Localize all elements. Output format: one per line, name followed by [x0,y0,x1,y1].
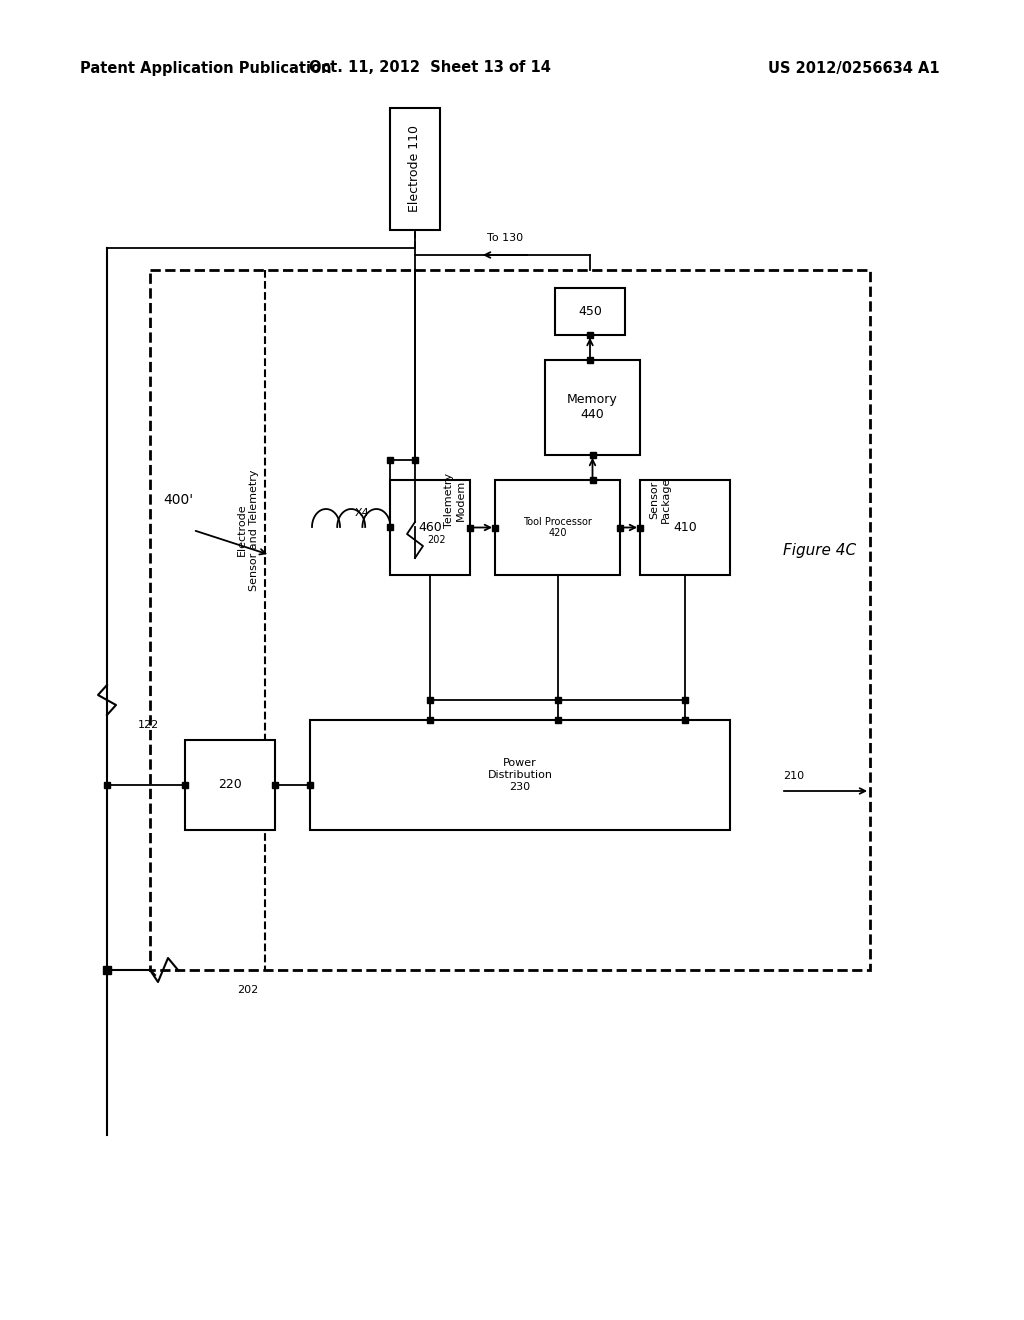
Text: To 130: To 130 [487,234,523,243]
Text: Sensor
Package: Sensor Package [649,477,671,523]
Text: 450: 450 [579,305,602,318]
Bar [150,271,870,970]
Text: Electrode
Sensor and Telemetry: Electrode Sensor and Telemetry [238,469,259,591]
Text: Tool Processor
420: Tool Processor 420 [523,516,592,539]
Text: Patent Application Publication: Patent Application Publication [80,61,332,75]
Text: 210: 210 [783,771,804,781]
Bar [495,480,620,576]
Bar [555,288,625,335]
Text: 202: 202 [427,535,445,545]
Text: 220: 220 [218,779,242,792]
Text: US 2012/0256634 A1: US 2012/0256634 A1 [768,61,940,75]
Text: 410: 410 [673,521,697,535]
Text: 400': 400' [163,492,194,507]
Text: X4: X4 [354,508,370,517]
Text: Figure 4C: Figure 4C [783,543,856,557]
Bar [310,719,730,830]
Text: Memory
440: Memory 440 [567,393,617,421]
Text: Telemetry
Modem: Telemetry Modem [444,473,466,528]
Text: 202: 202 [238,985,259,995]
Text: Oct. 11, 2012  Sheet 13 of 14: Oct. 11, 2012 Sheet 13 of 14 [309,61,551,75]
Text: 460: 460 [418,521,442,535]
Text: Electrode 110: Electrode 110 [409,125,422,213]
Bar [545,360,640,455]
Text: 122: 122 [138,719,160,730]
Bar [390,480,470,576]
Bar [390,108,440,230]
Bar [185,741,275,830]
Bar [640,480,730,576]
Text: Power
Distribution
230: Power Distribution 230 [487,759,553,792]
